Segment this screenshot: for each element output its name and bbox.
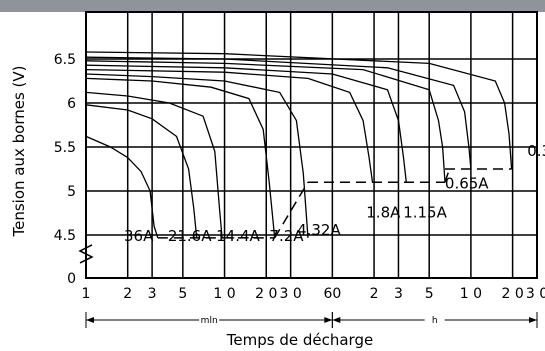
current-label: 4.32A: [297, 221, 341, 239]
x-tick-label: 1 0: [213, 286, 235, 302]
y-tick-label: 0: [67, 271, 76, 287]
x-tick-label: 3: [148, 286, 157, 302]
current-label: 14.4A: [216, 227, 260, 245]
x-tick-label: 3: [394, 286, 403, 302]
x-tick-label: 3 0: [280, 286, 302, 302]
unit-arrowhead: [324, 317, 333, 323]
cutoff-connector: [274, 181, 309, 239]
axis-break: [78, 244, 94, 264]
plot-frame: [85, 11, 538, 279]
discharge-curve: [85, 104, 198, 238]
discharge-curve: [85, 64, 407, 183]
unit-label: mln: [201, 316, 218, 326]
x-tick-label: 2: [123, 286, 132, 302]
y-tick-label: 6.5: [54, 52, 76, 68]
unit-arrowhead: [332, 317, 341, 323]
current-label: 0.65A: [445, 174, 489, 192]
discharge-curve: [85, 77, 276, 238]
x-tick-label: 1 0: [460, 286, 482, 302]
discharge-curve: [85, 68, 374, 183]
y-tick-label: 4.5: [54, 228, 76, 244]
x-tick-label: 5: [178, 286, 187, 302]
current-label: 1.15A: [403, 203, 447, 221]
discharge-curve: [85, 56, 472, 170]
x-tick-label: 1: [82, 286, 91, 302]
y-tick-label: 5: [67, 184, 76, 200]
y-tick-label: 6: [67, 96, 76, 112]
discharge-curve: [85, 135, 159, 239]
current-label: 7.2A: [269, 227, 304, 245]
discharge-curve: [85, 91, 223, 238]
x-tick-label: 2 0: [255, 286, 277, 302]
unit-arrowhead: [529, 317, 537, 323]
x-tick-label: 5: [425, 286, 434, 302]
x-tick-label: 3 0: [526, 286, 545, 302]
cutoff-connector: [444, 168, 451, 183]
discharge-curve: [85, 60, 446, 183]
current-label: 36A: [124, 227, 154, 245]
unit-arrowhead: [86, 317, 94, 323]
discharge-curve: [85, 73, 309, 238]
current-label: 1.8A: [366, 203, 401, 221]
current-label: 0.36A: [527, 142, 545, 160]
top-bar: [0, 0, 545, 12]
discharge-curve: [85, 51, 513, 170]
y-axis-label: Tension aux bornes (V): [10, 65, 28, 237]
unit-label-bg: [199, 314, 220, 326]
x-axis-label: Temps de décharge: [226, 331, 373, 349]
current-label: 21.6A: [168, 227, 212, 245]
unit-label-bg: [424, 314, 445, 326]
x-tick-label: 2 0: [501, 286, 523, 302]
y-tick-label: 5.5: [54, 140, 76, 156]
x-tick-label: 60: [323, 286, 341, 302]
unit-label: h: [432, 316, 438, 326]
x-tick-label: 2: [370, 286, 379, 302]
